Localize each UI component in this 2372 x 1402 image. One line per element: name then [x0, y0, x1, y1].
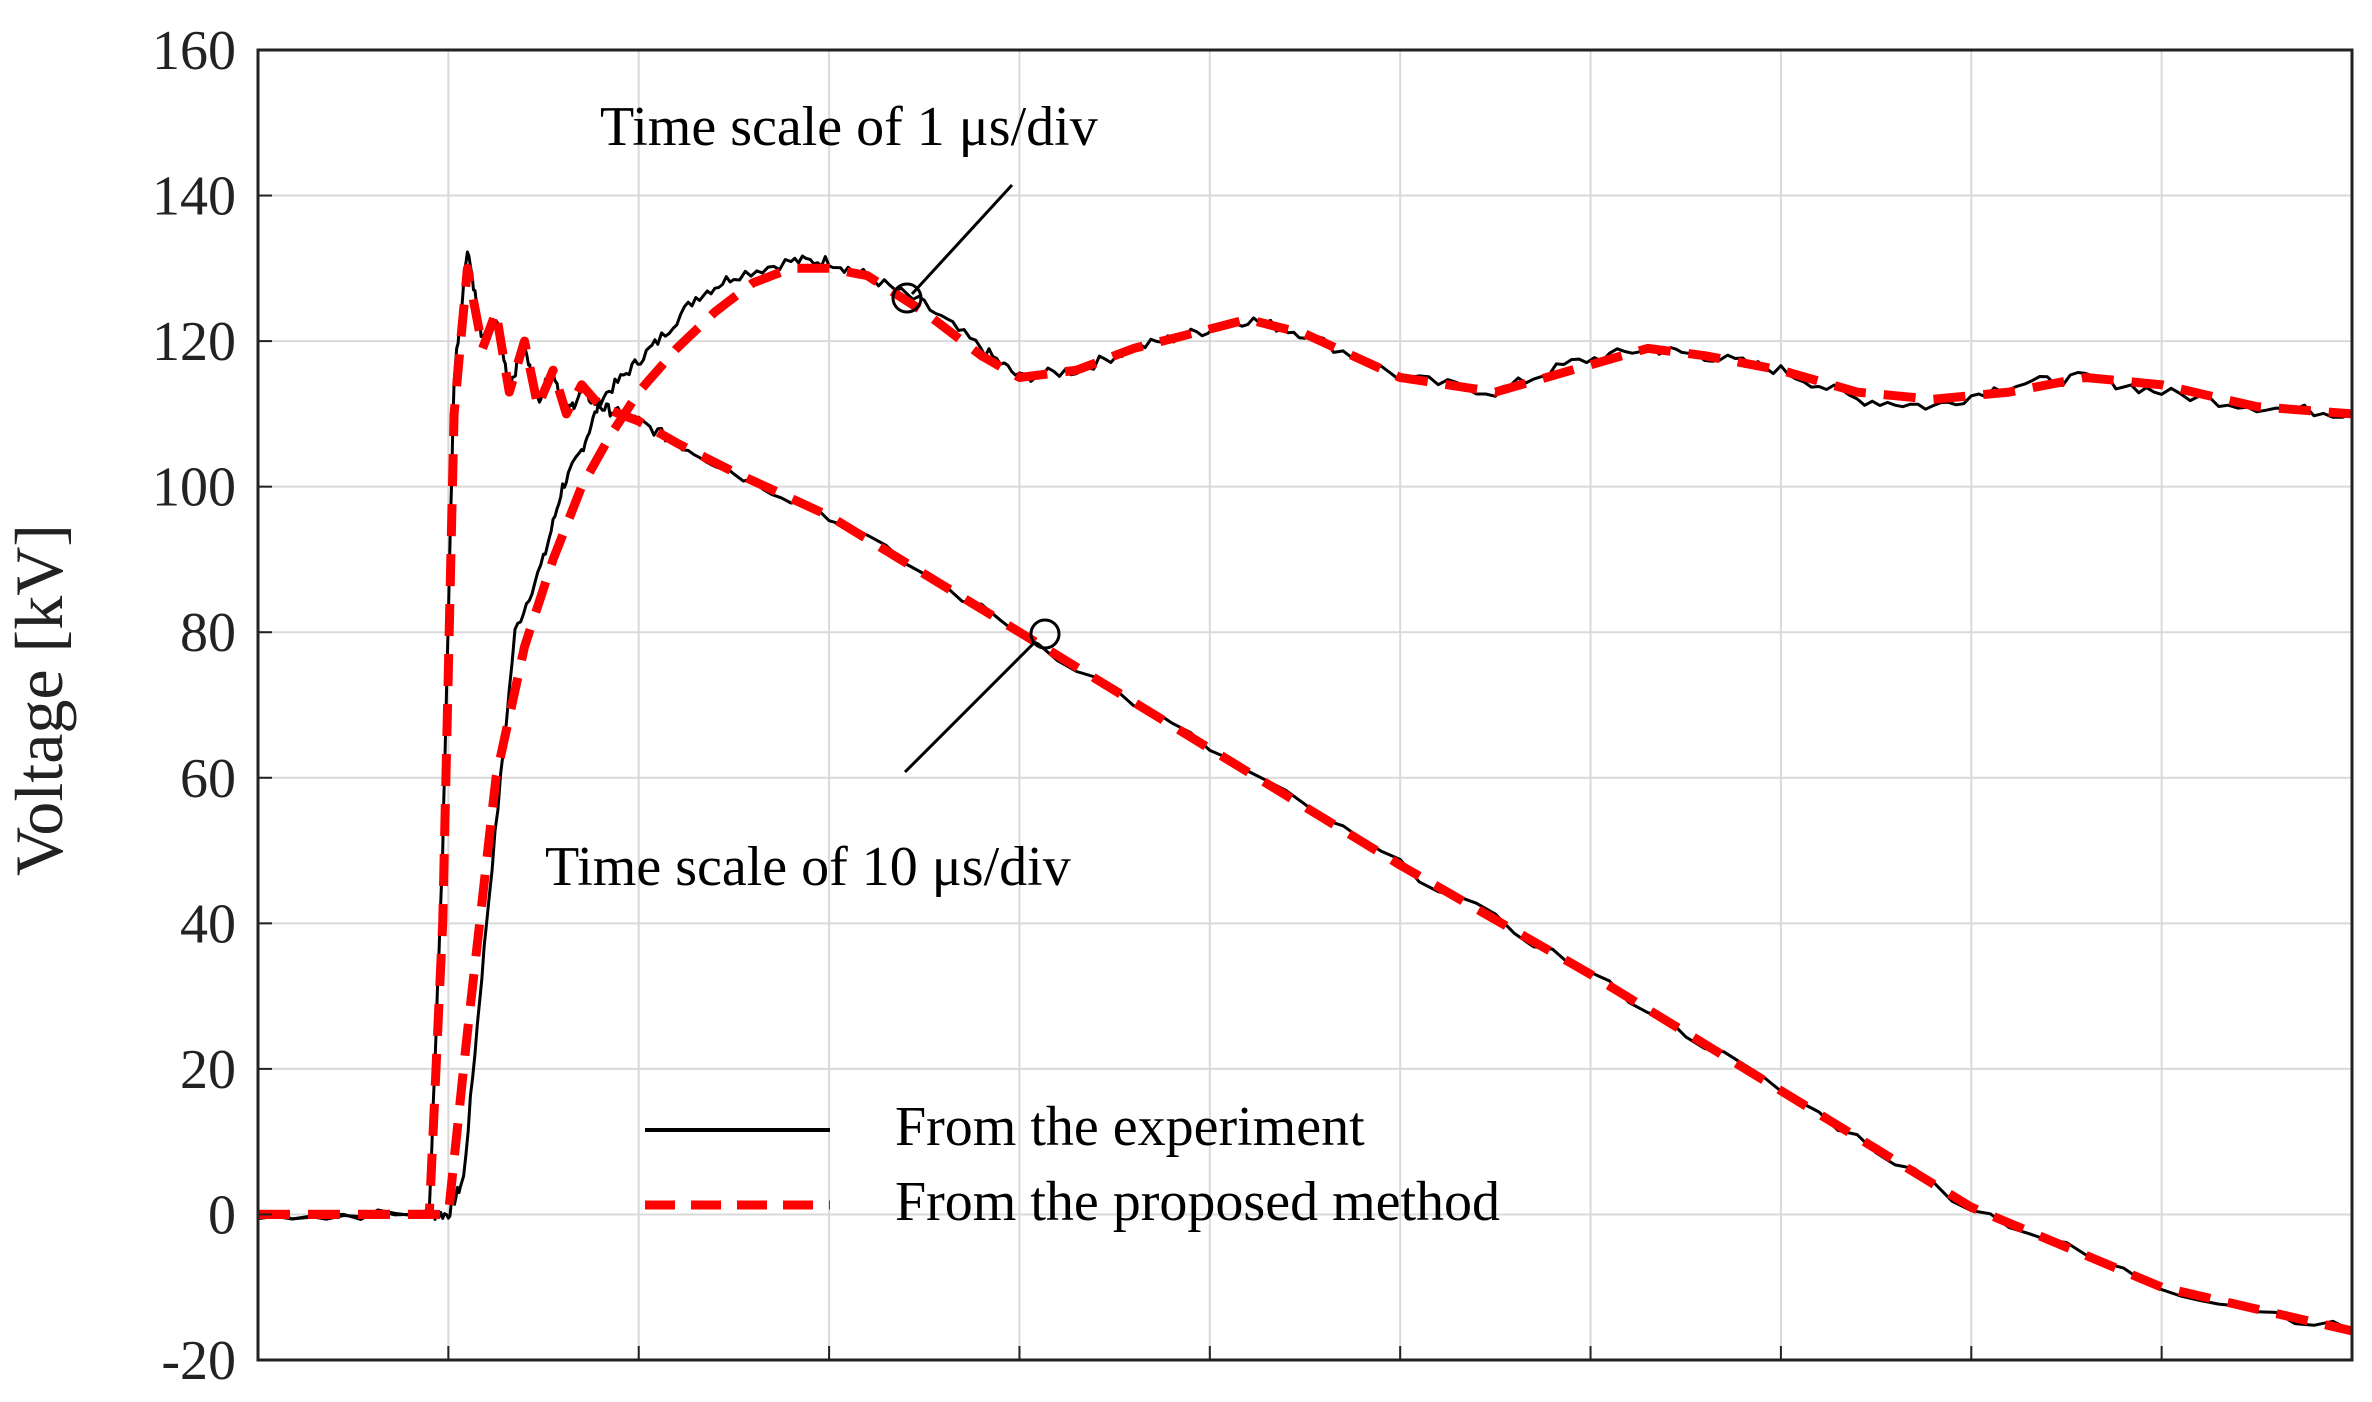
- annotation-1us-marker: [891, 282, 923, 314]
- y-tick-label: -20: [161, 1330, 236, 1392]
- plot-frame: [256, 48, 2354, 1362]
- legend-label-experiment: From the experiment: [895, 1096, 1365, 1158]
- legend: From the experiment From the proposed me…: [645, 1096, 1500, 1233]
- series-line-method-1us: [258, 263, 2353, 1219]
- y-tick-label: 140: [152, 166, 236, 228]
- y-axis-label: Voltage [kV]: [1, 524, 77, 876]
- series-line-experiment-10us: [257, 250, 2353, 1333]
- series-layer: [257, 250, 2354, 1336]
- y-tick-label: 20: [180, 1039, 236, 1101]
- y-tick-label: 0: [208, 1184, 236, 1246]
- annotation-10us: Time scale of 10 μs/div: [545, 836, 1071, 898]
- grid: [258, 49, 2352, 1361]
- y-tick-label: 60: [180, 748, 236, 810]
- y-tick-label: 120: [152, 311, 236, 373]
- series-line-method-10us: [258, 263, 2354, 1336]
- annotations: Time scale of 1 μs/div Time scale of 10 …: [545, 96, 1098, 898]
- legend-label-method: From the proposed method: [895, 1171, 1500, 1233]
- annotation-1us: Time scale of 1 μs/div: [600, 96, 1098, 158]
- annotation-10us-marker: [1029, 618, 1061, 650]
- y-tick-label: 100: [152, 457, 236, 519]
- y-tick-label: 40: [180, 893, 236, 955]
- y-tick-label: 80: [180, 602, 236, 664]
- y-tick-label: 160: [152, 20, 236, 82]
- annotation-1us-leader: [910, 183, 1014, 296]
- annotation-10us-leader: [903, 640, 1037, 774]
- series-line-experiment-1us: [257, 254, 2353, 1221]
- y-axis-ticks: 160 140 120 100 80 60 40 20 0 -20: [152, 20, 2163, 1392]
